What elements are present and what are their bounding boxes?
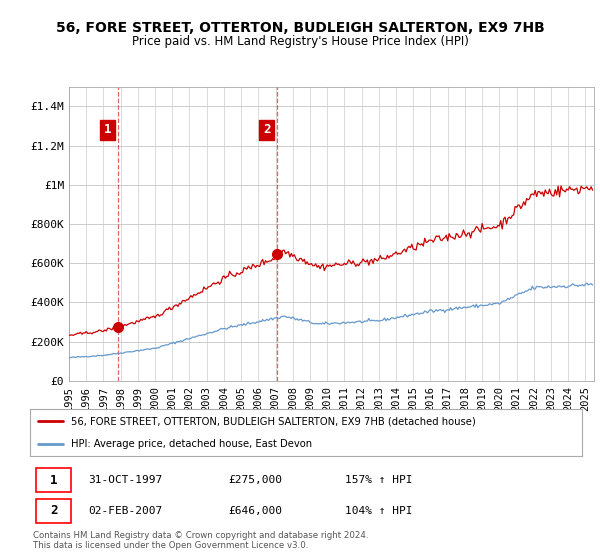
Bar bbox=[35, 468, 71, 492]
Text: 2: 2 bbox=[50, 505, 58, 517]
Text: 157% ↑ HPI: 157% ↑ HPI bbox=[344, 475, 412, 485]
Text: 1: 1 bbox=[50, 474, 58, 487]
Text: HPI: Average price, detached house, East Devon: HPI: Average price, detached house, East… bbox=[71, 439, 313, 449]
Text: 56, FORE STREET, OTTERTON, BUDLEIGH SALTERTON, EX9 7HB: 56, FORE STREET, OTTERTON, BUDLEIGH SALT… bbox=[56, 21, 544, 35]
Bar bbox=[35, 499, 71, 523]
Text: Price paid vs. HM Land Registry's House Price Index (HPI): Price paid vs. HM Land Registry's House … bbox=[131, 35, 469, 48]
Text: 02-FEB-2007: 02-FEB-2007 bbox=[88, 506, 162, 516]
Text: Contains HM Land Registry data © Crown copyright and database right 2024.
This d: Contains HM Land Registry data © Crown c… bbox=[33, 531, 368, 550]
Text: 56, FORE STREET, OTTERTON, BUDLEIGH SALTERTON, EX9 7HB (detached house): 56, FORE STREET, OTTERTON, BUDLEIGH SALT… bbox=[71, 416, 476, 426]
Text: 31-OCT-1997: 31-OCT-1997 bbox=[88, 475, 162, 485]
Text: £275,000: £275,000 bbox=[229, 475, 283, 485]
Text: 2: 2 bbox=[263, 123, 271, 137]
Text: 104% ↑ HPI: 104% ↑ HPI bbox=[344, 506, 412, 516]
Text: 1: 1 bbox=[104, 123, 111, 137]
Text: £646,000: £646,000 bbox=[229, 506, 283, 516]
